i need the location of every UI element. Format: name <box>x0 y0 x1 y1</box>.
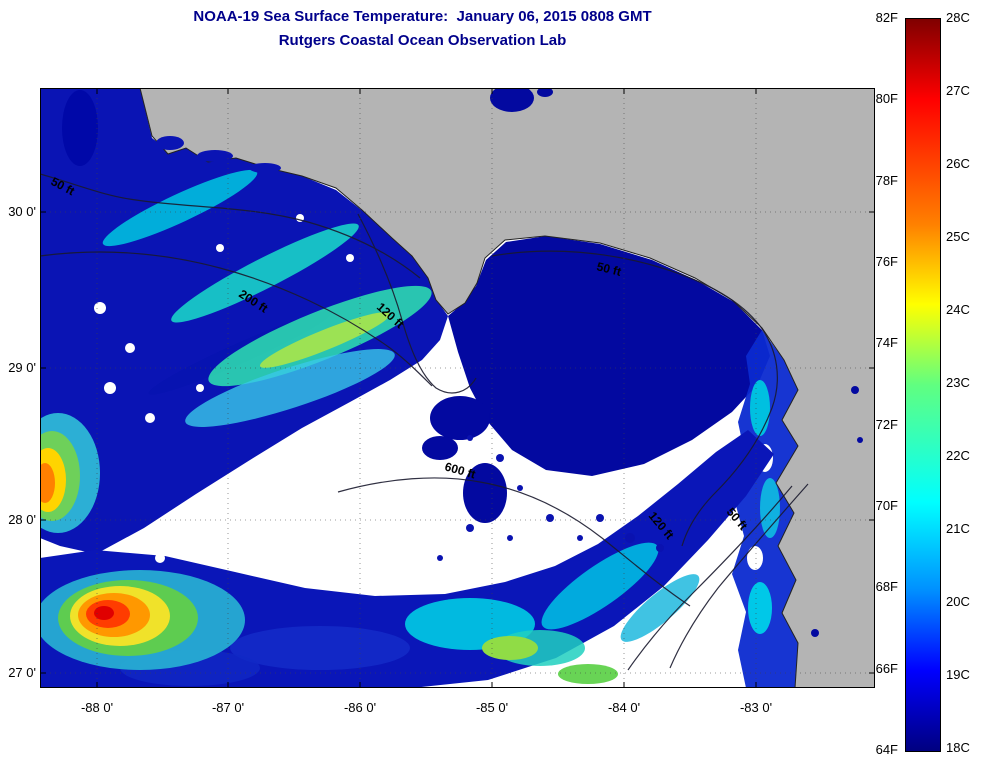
y-tick-29: 29 0' <box>8 360 36 375</box>
cbar-f-68: 68F <box>875 579 898 594</box>
x-tick-85: -85 0' <box>475 700 509 715</box>
cbar-f-70: 70F <box>875 498 898 513</box>
y-tick-28: 28 0' <box>8 512 36 527</box>
figure-subtitle: Rutgers Coastal Ocean Observation Lab <box>278 32 567 49</box>
cbar-c-27: 27C <box>946 83 970 98</box>
y-tick-27: 27 0' <box>8 665 36 680</box>
grid-lines <box>40 88 875 688</box>
land <box>139 88 875 688</box>
cbar-f-80: 80F <box>875 91 898 106</box>
cbar-c-18: 18C <box>946 740 970 755</box>
cbar-c-25: 25C <box>946 229 970 244</box>
bathymetry-contours <box>40 173 809 671</box>
cbar-f-76: 76F <box>875 254 898 269</box>
cbar-c-22: 22C <box>946 448 970 463</box>
cloud-speckles <box>94 214 428 563</box>
water-speckles <box>437 435 664 561</box>
x-tick-86: -86 0' <box>343 700 377 715</box>
figure-title: NOAA-19 Sea Surface Temperature: January… <box>193 8 652 25</box>
x-tick-88: -88 0' <box>80 700 114 715</box>
cbar-c-19: 19C <box>946 667 970 682</box>
plot-border <box>40 88 875 688</box>
cbar-f-66: 66F <box>875 661 898 676</box>
cbar-f-78: 78F <box>875 173 898 188</box>
water-bight <box>422 236 770 523</box>
cbar-c-20: 20C <box>946 594 970 609</box>
cbar-f-72: 72F <box>875 417 898 432</box>
warm-patch-left <box>40 413 100 533</box>
water-west-shelf <box>40 88 448 554</box>
cbar-c-26: 26C <box>946 156 970 171</box>
cbar-f-64: 64F <box>875 742 898 757</box>
y-tick-30: 30 0' <box>8 204 36 219</box>
cbar-c-24: 24C <box>946 302 970 317</box>
cbar-f-74: 74F <box>875 335 898 350</box>
x-tick-87: -87 0' <box>211 700 245 715</box>
temperature-colorbar <box>905 18 941 752</box>
x-tick-84: -84 0' <box>607 700 641 715</box>
cbar-f-82: 82F <box>875 10 898 25</box>
cbar-c-23: 23C <box>946 375 970 390</box>
warm-hotspot <box>40 570 245 670</box>
cbar-c-28: 28C <box>946 10 970 25</box>
contour-label-50ft-bight: 50 ft <box>595 259 622 279</box>
cbar-c-21: 21C <box>946 521 970 536</box>
sst-map: 50 ft 200 ft 120 ft 50 ft 600 ft 120 ft … <box>40 88 875 688</box>
bay-inlet <box>490 88 534 112</box>
water-florida-coast <box>732 330 798 688</box>
x-tick-83: -83 0' <box>739 700 773 715</box>
